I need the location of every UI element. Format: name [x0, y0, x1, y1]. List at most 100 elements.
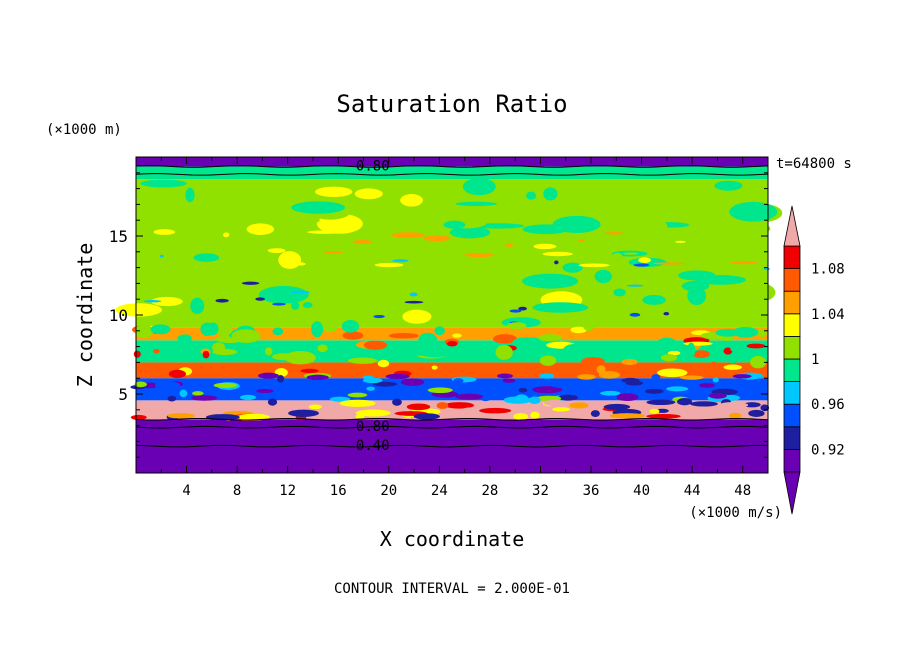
field-patch [679, 375, 704, 380]
x-tick-label: 48 [734, 483, 751, 499]
field-patch [692, 350, 710, 359]
field-patch [385, 373, 410, 379]
x-tick-label: 8 [233, 483, 241, 499]
field-patch [423, 235, 451, 242]
field-patch [404, 300, 424, 304]
field-patch [348, 251, 360, 262]
field-patch [714, 180, 743, 191]
field-patch [505, 382, 514, 391]
field-patch [272, 327, 284, 336]
field-patch [257, 372, 280, 379]
field-patch [604, 231, 625, 235]
field-patch [217, 189, 272, 205]
colorbar-tick-label: 0.92 [811, 442, 845, 458]
field-patch [373, 314, 385, 319]
field-patch [431, 365, 438, 370]
field-patch [307, 230, 343, 234]
field-patch [143, 299, 162, 303]
field-patch [223, 232, 230, 238]
field-patch [392, 398, 402, 406]
field-patch [505, 243, 514, 247]
field-patch [256, 388, 274, 394]
field-patch [366, 386, 376, 391]
field-patch [495, 344, 513, 360]
field-patch [698, 383, 715, 388]
field-patch [695, 275, 746, 285]
field-patch [290, 290, 310, 294]
y-tick-label: 5 [118, 385, 128, 404]
field-patch [542, 251, 573, 257]
field-patch [347, 392, 368, 398]
field-patch [657, 337, 676, 348]
field-patch [215, 298, 229, 303]
x-unit-label: (×1000 m/s) [689, 505, 782, 521]
colorbar: 0.92 0.96 1 1.04 1.08 [783, 205, 845, 515]
field-patch [522, 224, 569, 235]
field-patch [153, 348, 160, 354]
field-patch [479, 407, 512, 414]
field-patch [503, 396, 532, 404]
field-patch [710, 361, 718, 368]
field-patch [602, 353, 617, 361]
field-patch [733, 343, 745, 356]
field-patch [177, 334, 192, 343]
field-patch [590, 341, 599, 357]
field-patch [278, 251, 302, 269]
field-patch [308, 404, 322, 410]
colorbar-segment [783, 448, 801, 473]
contour-label-2: 0.40 [356, 438, 390, 454]
contour-label-0: 0.80 [356, 158, 390, 174]
field-patch [130, 414, 147, 420]
field-patch [739, 282, 776, 303]
field-patch [570, 326, 587, 334]
field-patch [598, 371, 620, 379]
field-patch [723, 364, 743, 370]
field-patch [486, 268, 516, 283]
saturation-patches [115, 177, 783, 421]
field-patch [532, 386, 563, 394]
field-patch [272, 216, 320, 225]
field-patch [729, 412, 742, 419]
field-patch [577, 374, 596, 380]
field-patch [712, 377, 719, 383]
colorbar-segment [783, 381, 801, 405]
field-patch [291, 301, 300, 310]
field-patch [594, 269, 612, 284]
y-axis: 5 10 15 [109, 172, 768, 458]
contour-line [135, 173, 769, 176]
field-patch [264, 347, 273, 356]
field-patch [444, 402, 475, 409]
field-patch [455, 393, 484, 400]
field-patch [600, 390, 621, 396]
field-patch [452, 333, 462, 338]
field-patch [539, 373, 555, 379]
field-patch [200, 322, 215, 337]
field-patch [518, 387, 528, 393]
field-patch [406, 347, 433, 356]
field-patch [154, 381, 181, 389]
field-layer-7 [136, 166, 768, 180]
field-patch [492, 334, 517, 344]
field-patch [732, 374, 752, 379]
field-patch [642, 294, 666, 305]
field-patch [563, 343, 589, 356]
chart-title: Saturation Ratio [336, 90, 567, 118]
contour-line [135, 425, 769, 429]
x-tick-label: 12 [279, 483, 296, 499]
field-patch [385, 404, 397, 411]
colorbar-segment [783, 335, 801, 360]
contour-label-1: 0.80 [356, 419, 390, 435]
field-patch [272, 302, 286, 306]
field-patch [505, 198, 514, 207]
field-patch [532, 302, 589, 313]
time-label: t=64800 s [776, 156, 852, 172]
x-tick-label: 44 [684, 483, 701, 499]
field-patch [192, 391, 204, 396]
saturation-field [136, 157, 768, 473]
field-patch [273, 390, 295, 399]
colorbar-segment [783, 426, 801, 450]
field-patch [687, 342, 696, 358]
field-patch [629, 312, 641, 317]
colorbar-segment [783, 290, 801, 315]
field-patch [730, 261, 758, 265]
